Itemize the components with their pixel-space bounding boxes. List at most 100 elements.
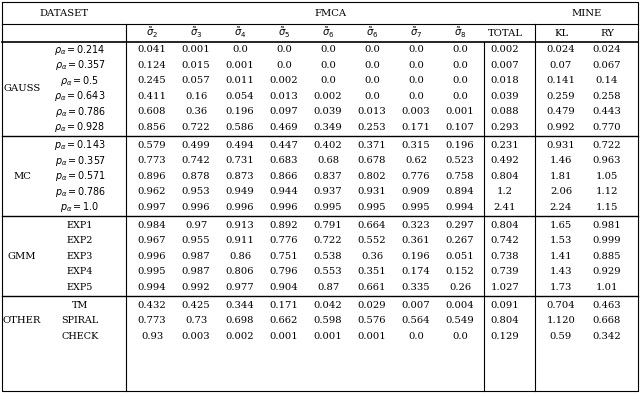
Text: 0.953: 0.953 xyxy=(182,187,211,196)
Text: 0.0: 0.0 xyxy=(364,76,380,85)
Text: $\tilde{\sigma}_3$: $\tilde{\sigma}_3$ xyxy=(190,26,202,40)
Text: 0.029: 0.029 xyxy=(358,301,387,310)
Text: $\rho_\alpha = 0.643$: $\rho_\alpha = 0.643$ xyxy=(54,89,106,103)
Text: 0.86: 0.86 xyxy=(229,252,251,261)
Text: 0.773: 0.773 xyxy=(138,316,166,325)
Text: 0.0: 0.0 xyxy=(320,45,336,54)
Text: 0.469: 0.469 xyxy=(269,123,298,132)
Text: 0.804: 0.804 xyxy=(491,316,520,325)
Text: 0.001: 0.001 xyxy=(358,332,387,341)
Text: 2.41: 2.41 xyxy=(493,203,516,212)
Text: 0.259: 0.259 xyxy=(547,92,575,101)
Text: 0.68: 0.68 xyxy=(317,156,339,165)
Text: $p_\alpha = 0.571$: $p_\alpha = 0.571$ xyxy=(54,169,106,183)
Text: $p_\alpha = 1.0$: $p_\alpha = 1.0$ xyxy=(60,200,100,214)
Text: 0.002: 0.002 xyxy=(314,92,342,101)
Text: 0.0: 0.0 xyxy=(452,92,468,101)
Text: 0.024: 0.024 xyxy=(593,45,621,54)
Text: 0.97: 0.97 xyxy=(185,221,207,230)
Text: 0.996: 0.996 xyxy=(269,203,298,212)
Text: 0.751: 0.751 xyxy=(269,252,298,261)
Text: 0.361: 0.361 xyxy=(402,236,430,245)
Text: 0.770: 0.770 xyxy=(593,123,621,132)
Text: CHECK: CHECK xyxy=(61,332,99,341)
Text: 0.997: 0.997 xyxy=(138,203,166,212)
Text: OTHER: OTHER xyxy=(3,316,41,325)
Text: 0.608: 0.608 xyxy=(138,107,166,116)
Text: 0.36: 0.36 xyxy=(185,107,207,116)
Text: 0.73: 0.73 xyxy=(185,316,207,325)
Text: $p_\alpha = 0.357$: $p_\alpha = 0.357$ xyxy=(54,154,106,168)
Text: 0.007: 0.007 xyxy=(491,61,519,70)
Text: 0.024: 0.024 xyxy=(547,45,575,54)
Text: 1.2: 1.2 xyxy=(497,187,513,196)
Text: 0.93: 0.93 xyxy=(141,332,163,341)
Text: 0.152: 0.152 xyxy=(445,267,474,276)
Text: 0.661: 0.661 xyxy=(358,283,387,292)
Text: 0.001: 0.001 xyxy=(226,61,254,70)
Text: 0.994: 0.994 xyxy=(138,283,166,292)
Text: GMM: GMM xyxy=(8,252,36,261)
Text: 0.955: 0.955 xyxy=(182,236,211,245)
Text: 0.0: 0.0 xyxy=(452,76,468,85)
Text: 1.05: 1.05 xyxy=(596,172,618,181)
Text: $\tilde{\sigma}_7$: $\tilde{\sigma}_7$ xyxy=(410,26,422,40)
Text: 0.039: 0.039 xyxy=(491,92,519,101)
Text: EXP1: EXP1 xyxy=(67,221,93,230)
Text: 0.739: 0.739 xyxy=(491,267,519,276)
Text: 0.013: 0.013 xyxy=(269,92,298,101)
Text: EXP4: EXP4 xyxy=(67,267,93,276)
Text: 0.856: 0.856 xyxy=(138,123,166,132)
Text: 0.885: 0.885 xyxy=(593,252,621,261)
Text: 0.579: 0.579 xyxy=(138,141,166,150)
Text: 1.73: 1.73 xyxy=(550,283,572,292)
Text: 0.962: 0.962 xyxy=(138,187,166,196)
Text: 1.53: 1.53 xyxy=(550,236,572,245)
Text: 0.586: 0.586 xyxy=(226,123,254,132)
Text: 1.01: 1.01 xyxy=(596,283,618,292)
Text: 0.758: 0.758 xyxy=(445,172,474,181)
Text: 0.196: 0.196 xyxy=(402,252,430,261)
Text: 0.937: 0.937 xyxy=(314,187,342,196)
Text: MINE: MINE xyxy=(572,9,602,18)
Text: 0.171: 0.171 xyxy=(269,301,298,310)
Text: 0.0: 0.0 xyxy=(364,61,380,70)
Text: 1.12: 1.12 xyxy=(596,187,618,196)
Text: 0.722: 0.722 xyxy=(182,123,211,132)
Text: 0.0: 0.0 xyxy=(232,45,248,54)
Text: 0.0: 0.0 xyxy=(452,45,468,54)
Text: 0.987: 0.987 xyxy=(182,267,211,276)
Text: $\tilde{\sigma}_8$: $\tilde{\sigma}_8$ xyxy=(454,26,466,40)
Text: 0.878: 0.878 xyxy=(182,172,211,181)
Text: 0.26: 0.26 xyxy=(449,283,471,292)
Text: 0.981: 0.981 xyxy=(593,221,621,230)
Text: 0.297: 0.297 xyxy=(445,221,474,230)
Text: MC: MC xyxy=(13,172,31,181)
Text: 0.995: 0.995 xyxy=(358,203,387,212)
Text: 0.0: 0.0 xyxy=(276,45,292,54)
Text: 1.43: 1.43 xyxy=(550,267,572,276)
Text: 1.65: 1.65 xyxy=(550,221,572,230)
Text: 0.931: 0.931 xyxy=(547,141,575,150)
Text: 0.576: 0.576 xyxy=(358,316,387,325)
Text: 0.107: 0.107 xyxy=(445,123,474,132)
Text: 0.342: 0.342 xyxy=(593,332,621,341)
Text: 0.141: 0.141 xyxy=(547,76,575,85)
Text: 0.87: 0.87 xyxy=(317,283,339,292)
Text: 0.904: 0.904 xyxy=(269,283,298,292)
Text: 0.722: 0.722 xyxy=(593,141,621,150)
Text: 0.001: 0.001 xyxy=(314,332,342,341)
Text: 0.866: 0.866 xyxy=(270,172,298,181)
Text: RY: RY xyxy=(600,29,614,37)
Text: 0.59: 0.59 xyxy=(550,332,572,341)
Text: 1.120: 1.120 xyxy=(547,316,575,325)
Text: 1.027: 1.027 xyxy=(491,283,520,292)
Text: 0.963: 0.963 xyxy=(593,156,621,165)
Text: 0.996: 0.996 xyxy=(226,203,254,212)
Text: 0.088: 0.088 xyxy=(491,107,519,116)
Text: 0.552: 0.552 xyxy=(358,236,387,245)
Text: 0.14: 0.14 xyxy=(596,76,618,85)
Text: 0.0: 0.0 xyxy=(408,76,424,85)
Text: EXP3: EXP3 xyxy=(67,252,93,261)
Text: 0.791: 0.791 xyxy=(314,221,342,230)
